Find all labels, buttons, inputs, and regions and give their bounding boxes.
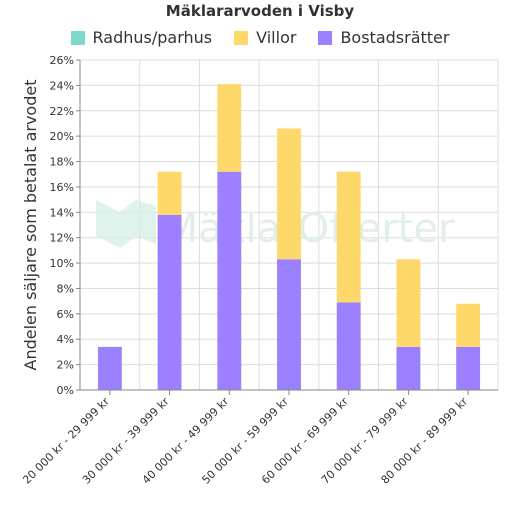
legend-swatch <box>318 30 333 45</box>
y-tick-label: 16% <box>50 181 74 194</box>
y-tick-label: 24% <box>50 79 74 92</box>
y-tick-label: 2% <box>57 359 74 372</box>
y-axis-title: Andelen säljare som betalat arvodet <box>21 80 40 371</box>
y-tick-label: 12% <box>50 232 74 245</box>
y-tick-label: 0% <box>57 384 74 397</box>
bar-bostadsr-tter <box>336 302 361 390</box>
y-tick-label: 4% <box>57 333 74 346</box>
y-tick-label: 20% <box>50 130 74 143</box>
legend-label: Villor <box>256 28 297 47</box>
y-tick-label: 6% <box>57 308 74 321</box>
bar-bostadsr-tter <box>456 346 481 390</box>
bar-villor <box>217 84 242 172</box>
chart-legend: Radhus/parhus Villor Bostadsrätter <box>0 28 520 47</box>
y-tick-label: 8% <box>57 282 74 295</box>
legend-item[interactable]: Radhus/parhus <box>70 28 213 47</box>
legend-label: Radhus/parhus <box>92 28 213 47</box>
bar-villor <box>277 128 301 260</box>
legend-label: Bostadsrätter <box>340 28 450 47</box>
bar-bostadsr-tter <box>97 346 122 390</box>
y-tick-label: 18% <box>50 156 74 169</box>
bar-bostadsr-tter <box>277 259 301 390</box>
bar-villor <box>456 303 481 347</box>
bar-bostadsr-tter <box>157 214 182 390</box>
y-tick-label: 10% <box>50 257 74 270</box>
chart-title: Mäklararvoden i Visby <box>165 2 355 20</box>
bar-bostadsr-tter <box>396 346 421 390</box>
bar-villor <box>336 171 361 303</box>
y-tick-label: 22% <box>50 105 74 118</box>
legend-item[interactable]: Bostadsrätter <box>318 28 449 47</box>
legend-item[interactable]: Villor <box>234 28 296 47</box>
legend-swatch <box>234 30 249 45</box>
watermark-logo <box>96 200 156 248</box>
bar-villor <box>396 259 421 347</box>
y-tick-label: 26% <box>50 54 74 67</box>
y-tick-label: 14% <box>50 206 74 219</box>
bar-bostadsr-tter <box>217 171 242 390</box>
legend-swatch <box>70 30 85 45</box>
watermark-text: MäklarOfferter <box>163 206 455 252</box>
bar-villor <box>157 171 182 215</box>
